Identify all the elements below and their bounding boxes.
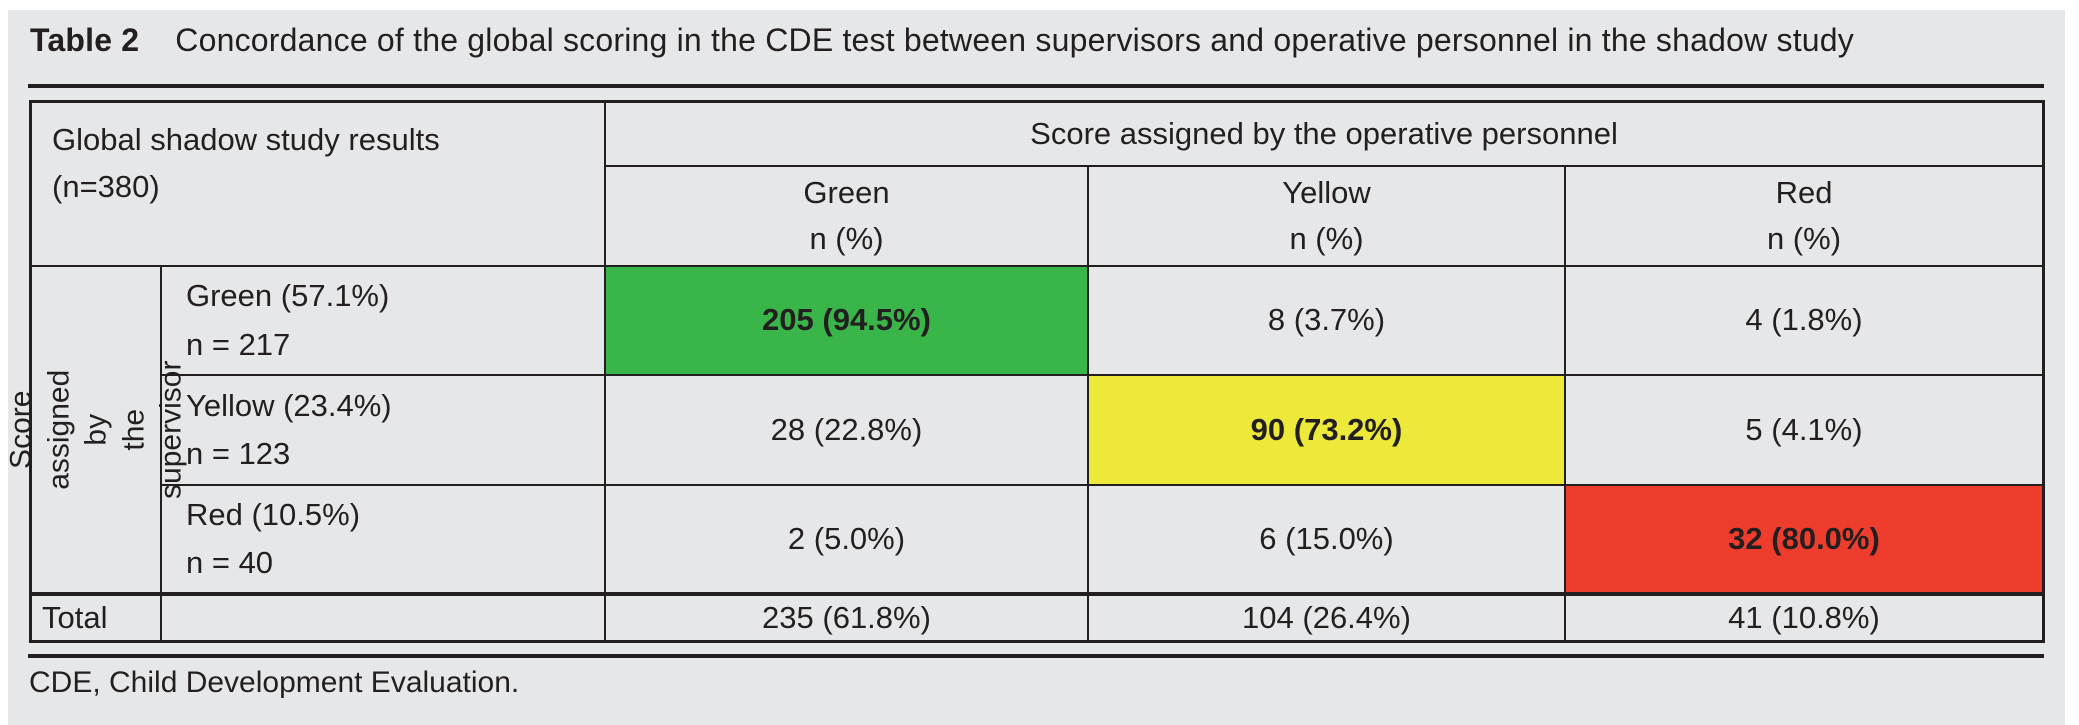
table-bottom-rule (28, 654, 2044, 658)
column-header-green: Green n (%) (606, 167, 1087, 265)
column-header-red-name: Red (1775, 174, 1833, 210)
cell-supervisor-green-operative-red: 4 (1.8%) (1566, 267, 2042, 374)
row-label-yellow: Yellow (23.4%) n = 123 (162, 376, 604, 484)
column-header-yellow-unit: n (%) (1289, 221, 1364, 256)
row-label-green: Green (57.1%) n = 217 (162, 267, 604, 374)
total-row-spacer-cell (162, 594, 604, 640)
column-header-yellow-name: Yellow (1282, 174, 1371, 210)
cell-supervisor-red-operative-yellow: 6 (15.0%) (1089, 486, 1564, 592)
table-title-text: Concordance of the global scoring in the… (175, 22, 1854, 58)
cell-supervisor-green-operative-yellow: 8 (3.7%) (1089, 267, 1564, 374)
table-caption: Table 2 Concordance of the global scoring… (30, 22, 2050, 59)
corner-header-cell: Global shadow study results (n=380) (32, 103, 604, 265)
table-footnote: CDE, Child Development Evaluation. (29, 666, 520, 699)
total-cell-yellow: 104 (26.4%) (1089, 594, 1564, 640)
column-header-red: Red n (%) (1566, 167, 2042, 265)
cell-supervisor-yellow-operative-red: 5 (4.1%) (1566, 376, 2042, 484)
row-label-red: Red (10.5%) n = 40 (162, 486, 604, 592)
column-header-yellow: Yellow n (%) (1089, 167, 1564, 265)
row-label-red-text: Red (10.5%) (186, 496, 361, 532)
row-label-red-n: n = 40 (186, 545, 274, 580)
row-label-green-n: n = 217 (186, 326, 291, 362)
row-label-yellow-text: Yellow (23.4%) (186, 387, 392, 423)
cell-supervisor-yellow-operative-green: 28 (22.8%) (606, 376, 1087, 484)
caption-divider-rule (28, 84, 2044, 88)
row-label-yellow-n: n = 123 (186, 436, 291, 471)
column-header-green-name: Green (803, 174, 890, 210)
cell-supervisor-green-operative-green: 205 (94.5%) (606, 267, 1087, 374)
total-cell-red: 41 (10.8%) (1566, 594, 2042, 640)
total-cell-green: 235 (61.8%) (606, 594, 1087, 640)
supervisor-header-rotated-text: Score assigned by the supervisor (4, 360, 188, 499)
column-header-red-unit: n (%) (1766, 221, 1842, 256)
cell-supervisor-red-operative-green: 2 (5.0%) (606, 486, 1087, 592)
cell-supervisor-red-operative-red: 32 (80.0%) (1566, 486, 2042, 592)
column-header-green-unit: n (%) (809, 221, 884, 256)
operative-personnel-header: Score assigned by the operative personne… (606, 103, 2042, 165)
total-row-label: Total (32, 594, 160, 640)
table-number: Table 2 (30, 22, 140, 58)
supervisor-header-cell: Score assigned by the supervisor (4, 267, 187, 592)
cell-supervisor-yellow-operative-yellow: 90 (73.2%) (1089, 376, 1564, 484)
concordance-table: Global shadow study results (n=380) Scor… (4, 100, 2045, 643)
row-label-green-text: Green (57.1%) (186, 278, 390, 314)
